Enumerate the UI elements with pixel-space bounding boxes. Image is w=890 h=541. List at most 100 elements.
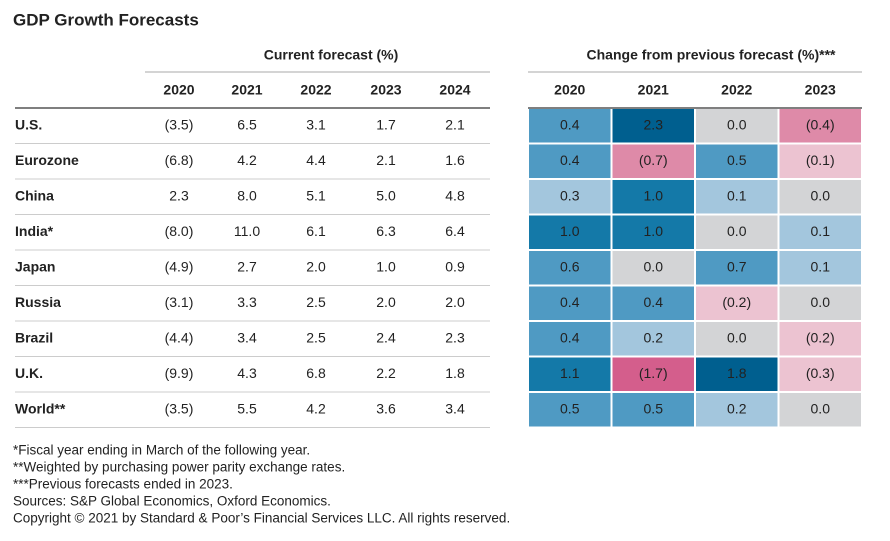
heat-cell [696,393,778,427]
cell: (6.8) [165,152,194,168]
cell: 2.3 [644,116,664,132]
cell: 0.5 [560,400,580,416]
cell: 0.0 [811,400,831,416]
cell: 1.8 [445,365,465,381]
cell: (1.7) [639,365,668,381]
heat-cell [612,180,694,214]
cell: 2.0 [306,258,326,274]
cell: (0.4) [806,116,835,132]
cell: 3.6 [376,400,396,416]
column-header: 2021 [638,82,669,98]
column-header: 2021 [231,82,262,98]
footnote: ***Previous forecasts ended in 2023. [13,477,233,492]
heat-cell [529,393,611,427]
heat-cell [612,393,694,427]
heat-cell [612,357,694,391]
column-header: 2023 [805,82,836,98]
heat-cell [612,322,694,356]
row-label: Japan [15,258,55,274]
cell: 11.0 [234,223,260,239]
column-header: 2022 [721,82,752,98]
heat-cell [779,215,861,249]
cell: 3.4 [445,400,465,416]
column-header: 2022 [300,82,331,98]
cell: 1.0 [560,223,580,239]
cell: 6.1 [306,223,326,239]
cell: 0.9 [445,258,465,274]
heat-cell [612,109,694,143]
cell: 0.0 [811,187,831,203]
cell: 0.4 [644,294,664,310]
cell: (0.2) [806,329,835,345]
column-header: 2024 [439,82,470,98]
cell: (3.5) [165,116,194,132]
change-header: Change from previous forecast (%)*** [587,47,836,63]
cell: 0.3 [560,187,580,203]
cell: (0.2) [722,294,751,310]
cell: 0.6 [560,258,580,274]
current-header: Current forecast (%) [264,47,399,63]
cell: 8.0 [237,187,257,203]
heat-cell [612,251,694,285]
cell: 4.8 [445,187,465,203]
heat-cell [529,322,611,356]
cell: 2.3 [445,329,465,345]
cell: 2.2 [376,365,396,381]
heat-cell [529,286,611,320]
column-header: 2020 [163,82,194,98]
cell: 0.0 [727,116,747,132]
cell: (0.1) [806,152,835,168]
row-label: India* [15,223,54,239]
cell: (4.9) [165,258,194,274]
cell: (0.3) [806,365,835,381]
cell: 4.2 [237,152,257,168]
row-label: China [15,187,54,203]
cell: (9.9) [165,365,194,381]
heat-cell [779,322,861,356]
cell: 0.4 [560,116,580,132]
heat-cell [529,180,611,214]
cell: 0.1 [727,187,747,203]
cell: 1.8 [727,365,747,381]
cell: 0.5 [727,152,747,168]
row-label: Brazil [15,329,53,345]
cell: 2.1 [445,116,465,132]
cell: 6.5 [237,116,257,132]
heat-cell [612,286,694,320]
cell: 0.4 [560,152,580,168]
row-label: Russia [15,294,61,310]
heat-cell [696,322,778,356]
cell: 0.0 [727,329,747,345]
heat-cell [529,251,611,285]
cell: 4.2 [306,400,326,416]
heat-cell [779,144,861,178]
cell: 1.0 [644,187,664,203]
cell: 5.0 [376,187,396,203]
cell: 4.4 [306,152,326,168]
cell: 6.4 [445,223,465,239]
cell: (8.0) [165,223,194,239]
cell: 1.7 [376,116,396,132]
heat-cell [696,286,778,320]
column-header: 2023 [370,82,401,98]
cell: 2.4 [376,329,396,345]
cell: 1.0 [644,223,664,239]
cell: 2.5 [306,329,326,345]
cell: (3.1) [165,294,194,310]
heat-cell [696,215,778,249]
cell: 3.1 [306,116,326,132]
footnote: *Fiscal year ending in March of the foll… [13,443,310,458]
cell: (4.4) [165,329,194,345]
cell: 3.4 [237,329,257,345]
cell: 3.3 [237,294,257,310]
cell: 5.1 [306,187,326,203]
heat-cell [696,357,778,391]
heat-cell [696,180,778,214]
cell: 0.0 [644,258,664,274]
heat-cell [696,251,778,285]
row-label: U.K. [15,365,43,381]
cell: 6.8 [306,365,326,381]
column-header: 2020 [554,82,585,98]
cell: (3.5) [165,400,194,416]
